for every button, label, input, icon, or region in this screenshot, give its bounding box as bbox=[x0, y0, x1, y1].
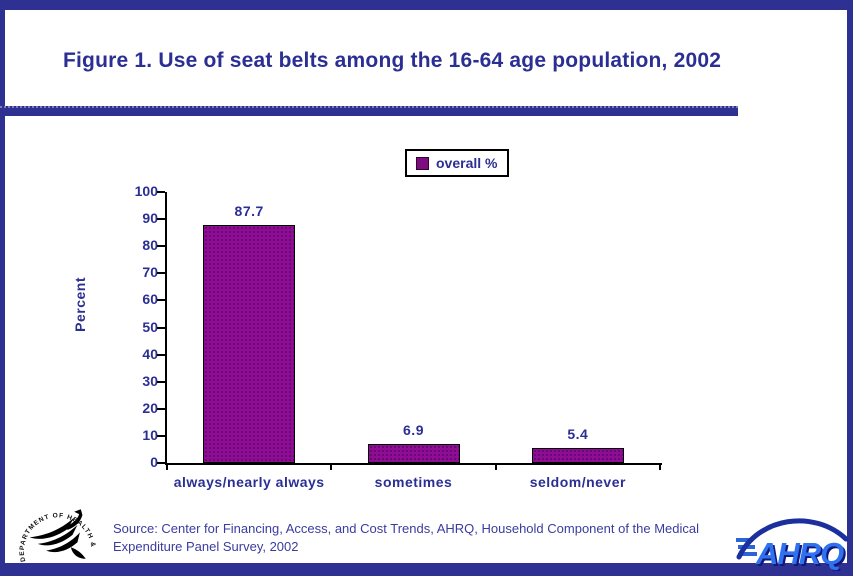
y-tick-mark bbox=[157, 272, 165, 275]
chart-legend: overall % bbox=[405, 149, 510, 177]
y-tick-mark bbox=[157, 299, 165, 302]
source-line-2: Expenditure Panel Survey, 2002 bbox=[113, 539, 299, 554]
y-tick-mark bbox=[157, 245, 165, 248]
source-note: Source: Center for Financing, Access, an… bbox=[113, 520, 728, 556]
hhs-seal-logo: DEPARTMENT OF HEALTH & HUMAN SERVICES • … bbox=[14, 496, 97, 562]
y-tick-label: 10 bbox=[142, 426, 158, 443]
x-tick-mark bbox=[659, 465, 661, 470]
bar-value-label: 6.9 bbox=[403, 422, 424, 438]
legend-label: overall % bbox=[436, 155, 498, 171]
hhs-eagle-icon bbox=[29, 509, 86, 559]
hhs-ring-text: DEPARTMENT OF HEALTH & HUMAN SERVICES • … bbox=[14, 496, 96, 562]
y-tick-label: 60 bbox=[142, 291, 158, 308]
x-tick-mark bbox=[166, 465, 168, 470]
bar-value-label: 5.4 bbox=[567, 426, 589, 442]
y-tick-mark bbox=[157, 218, 165, 221]
y-axis-title: Percent bbox=[72, 277, 88, 332]
bar-sometimes bbox=[367, 444, 460, 463]
y-tick-label: 20 bbox=[142, 399, 158, 416]
page-title: Figure 1. Use of seat belts among the 16… bbox=[63, 49, 722, 72]
legend-swatch-overall bbox=[416, 156, 429, 170]
y-tick-label: 0 bbox=[150, 454, 158, 470]
ahrq-logo: AHRQ AHRQ bbox=[736, 518, 849, 571]
y-tick-mark bbox=[157, 434, 165, 437]
x-category-label: always/nearly always bbox=[173, 474, 325, 490]
right-border-band bbox=[847, 0, 853, 576]
y-tick-mark bbox=[157, 407, 165, 410]
y-tick-label: 50 bbox=[142, 318, 158, 335]
ahrq-arc-icon bbox=[736, 518, 849, 560]
y-tick-mark bbox=[157, 462, 165, 464]
y-tick-mark bbox=[157, 380, 165, 383]
y-tick-mark bbox=[157, 191, 165, 193]
y-tick-label: 100 bbox=[134, 183, 158, 199]
y-tick-label: 70 bbox=[142, 264, 158, 281]
left-border-band bbox=[0, 0, 5, 576]
title-underline-bar bbox=[0, 106, 738, 116]
y-tick-mark bbox=[157, 326, 165, 329]
plot-area bbox=[165, 192, 662, 465]
x-tick-mark bbox=[494, 465, 497, 470]
y-tick-label: 90 bbox=[142, 210, 158, 227]
x-category-label: seldom/never bbox=[529, 474, 626, 490]
x-tick-mark bbox=[330, 465, 333, 470]
y-tick-label: 40 bbox=[142, 345, 158, 362]
ahrq-wordmark-shadow: AHRQ bbox=[757, 538, 846, 571]
bar-always-nearly-always bbox=[203, 225, 296, 463]
y-tick-mark bbox=[157, 353, 165, 356]
ahrq-wordmark: AHRQ bbox=[755, 536, 844, 571]
bottom-border-band bbox=[0, 563, 853, 576]
top-border-band bbox=[0, 0, 853, 10]
source-line-1: Source: Center for Financing, Access, an… bbox=[113, 521, 700, 536]
x-category-label: sometimes bbox=[374, 474, 453, 490]
y-tick-label: 80 bbox=[142, 237, 158, 254]
y-tick-label: 30 bbox=[142, 372, 158, 389]
svg-text:DEPARTMENT OF HEALTH & HUMAN S: DEPARTMENT OF HEALTH & HUMAN SERVICES • … bbox=[14, 496, 97, 562]
bar-seldom-never bbox=[531, 448, 624, 463]
bar-value-label: 87.7 bbox=[234, 203, 264, 219]
